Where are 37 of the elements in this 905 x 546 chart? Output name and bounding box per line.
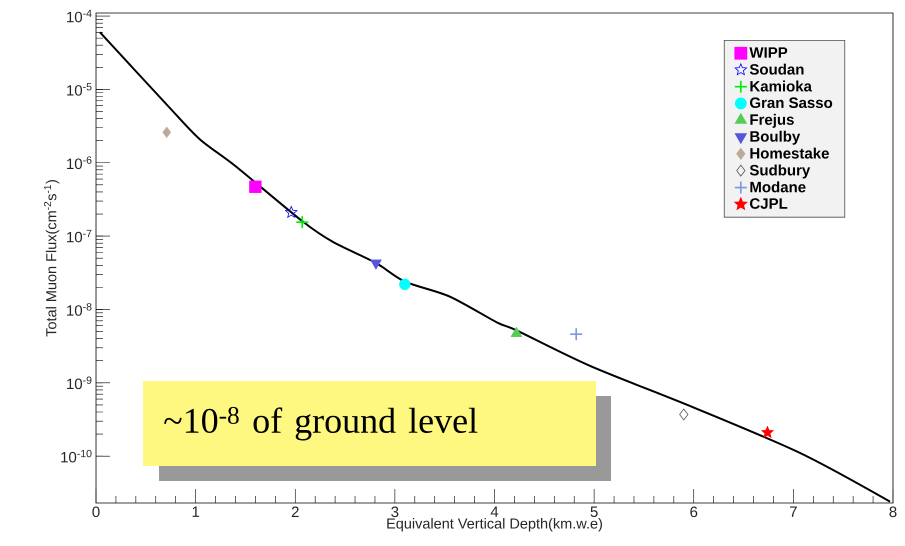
x-tick-label: 1 — [192, 506, 200, 517]
x-tick-label: 0 — [92, 506, 100, 518]
legend-label: Modane — [750, 181, 806, 192]
point — [285, 206, 298, 218]
legend-label: Boulby — [750, 130, 800, 145]
y-tick-label: 10$^{-4}$ — [67, 10, 92, 22]
point — [761, 426, 774, 438]
point — [295, 215, 310, 229]
legend-label: Sudbury — [750, 164, 810, 178]
x-tick-label: 4 — [490, 506, 498, 517]
legend-label: Frejus — [750, 114, 794, 128]
legend-label: WIPP — [749, 47, 788, 58]
y-tick-label: 10$^{-10}$ — [61, 450, 92, 463]
legend-label: Kamioka — [750, 80, 812, 92]
point — [249, 180, 262, 194]
x-tick-label: 7 — [790, 506, 797, 517]
y-tick-label: 10$^{-5}$ — [67, 83, 92, 96]
legend-label: Soudan — [750, 64, 804, 75]
y-tick-label: 10$^{-6}$ — [67, 156, 92, 170]
y-tick-label: 10$^{-8}$ — [67, 303, 92, 316]
x-axis-title: Equivalent Vertical Depth(km.w.e) — [387, 518, 602, 532]
point — [162, 126, 172, 138]
x-tick-label: 2 — [292, 506, 299, 517]
point — [679, 408, 688, 420]
annotation: ~10$^{-8}$ of ground level — [164, 406, 478, 440]
y-tick-label: 10$^{-7}$ — [67, 230, 92, 242]
x-tick-label: 8 — [889, 506, 897, 518]
point — [569, 327, 583, 342]
point — [399, 278, 411, 290]
legend-label: Homestake — [750, 148, 829, 159]
y-axis-title: Total Muon Flux(cm$^{-2}$s$^{-1}$) — [44, 180, 60, 336]
legend-label: Gran Sasso — [750, 97, 832, 108]
y-tick-label: 10$^{-9}$ — [67, 376, 92, 390]
x-tick-label: 6 — [690, 506, 698, 518]
x-tick-label: 5 — [590, 506, 598, 517]
legend-label: CJPL — [750, 198, 788, 209]
x-tick-label: 3 — [391, 506, 398, 518]
